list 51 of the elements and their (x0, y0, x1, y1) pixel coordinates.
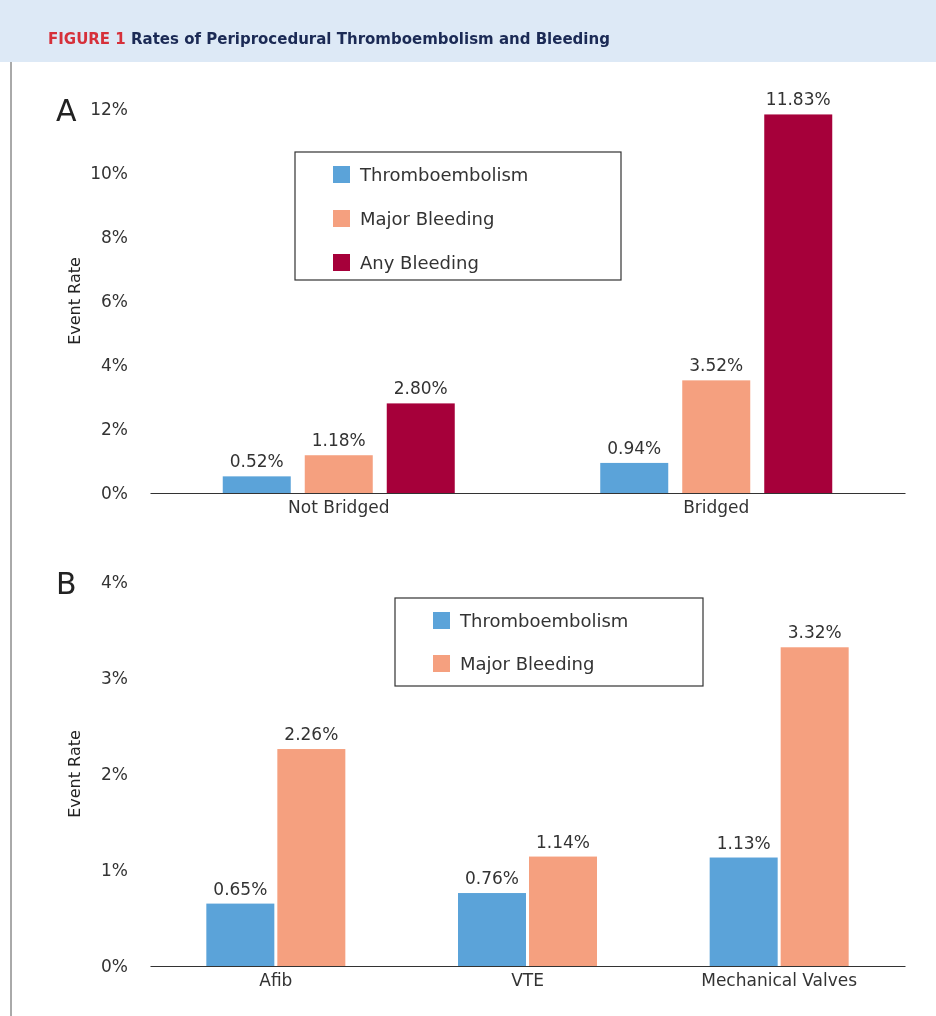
bar (458, 893, 526, 966)
y-tick-label: 6% (101, 290, 128, 311)
data-label: 2.80% (393, 378, 448, 399)
y-axis-title: Event Rate (65, 730, 84, 818)
y-axis-title: Event Rate (65, 257, 84, 345)
x-tick-label: Bridged (683, 497, 750, 518)
chart-subtitle: B (56, 566, 77, 601)
y-tick-label: 10% (90, 162, 128, 183)
bar (304, 455, 373, 493)
data-label: 0.65% (213, 878, 268, 899)
data-label: 0.76% (464, 868, 520, 889)
x-tick-label: Afib (259, 970, 293, 991)
data-label: 1.18% (311, 430, 366, 451)
chart-subtitle: A (56, 93, 77, 128)
data-label: 0.52% (229, 451, 284, 472)
y-tick-label: 4% (101, 571, 128, 592)
data-label: 11.83% (765, 89, 831, 110)
y-tick-label: 1% (101, 859, 128, 880)
legend-label: Thromboembolism (459, 610, 629, 631)
x-tick-label: Not Bridged (288, 497, 390, 518)
x-tick-label: VTE (511, 970, 544, 991)
bar (206, 903, 275, 966)
y-tick-label: 0% (101, 955, 128, 976)
data-label: 0.94% (607, 437, 662, 458)
y-tick-label: 3% (101, 667, 128, 688)
legend-label: Major Bleeding (460, 653, 595, 674)
y-tick-label: 2% (101, 763, 128, 784)
bar (386, 403, 455, 493)
bar (222, 476, 291, 493)
y-tick-label: 0% (101, 482, 128, 503)
bar (277, 749, 346, 966)
legend-label: Major Bleeding (360, 208, 495, 229)
bar (780, 647, 849, 966)
chart-title: FIGURE 1 Rates of Periprocedural Thromboembolism and Bleeding (48, 30, 610, 48)
bar (600, 462, 669, 493)
bar (709, 857, 778, 966)
bar (682, 380, 751, 493)
bar (764, 114, 833, 493)
data-label: 2.26% (284, 724, 339, 745)
data-label: 3.52% (689, 355, 744, 376)
legend-label: Any Bleeding (360, 252, 479, 273)
bar (529, 856, 597, 966)
y-tick-label: 8% (101, 226, 128, 247)
data-label: 1.13% (716, 832, 771, 853)
y-tick-label: 4% (101, 354, 128, 375)
x-tick-label: Mechanical Valves (701, 970, 858, 991)
data-label: 1.14% (535, 831, 591, 852)
y-tick-label: 12% (90, 98, 128, 119)
data-label: 3.32% (787, 622, 842, 643)
y-tick-label: 2% (101, 418, 128, 439)
legend-label: Thromboembolism (359, 164, 529, 185)
